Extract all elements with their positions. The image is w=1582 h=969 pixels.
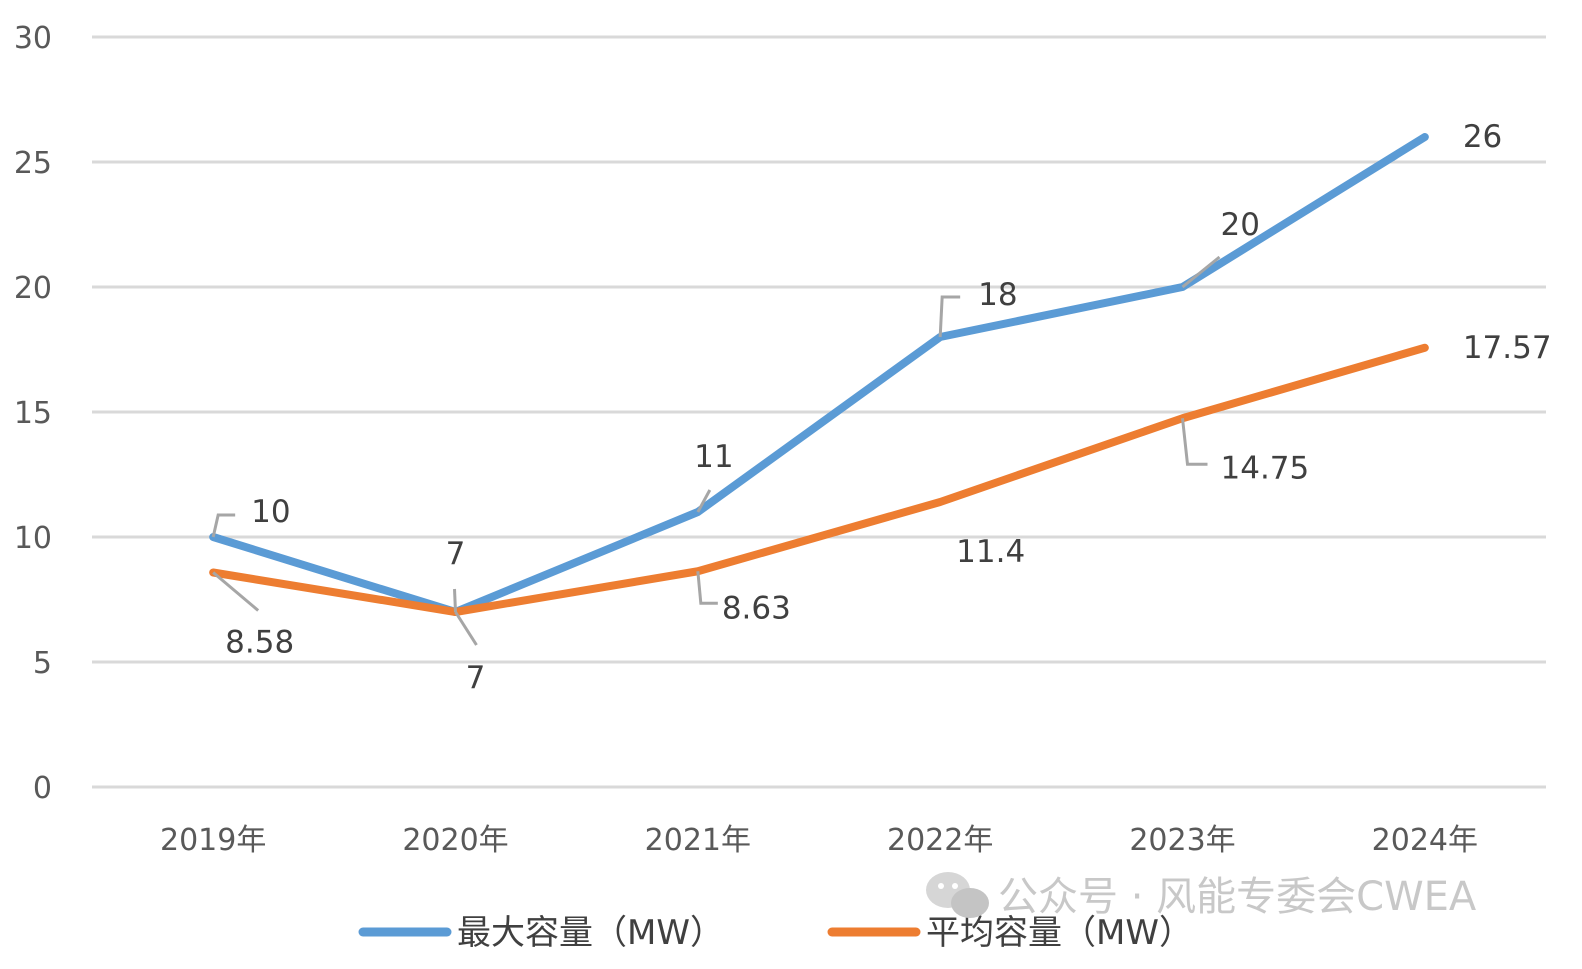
y-tick-label: 5 — [33, 646, 52, 681]
data-label: 8.58 — [225, 625, 294, 661]
data-label: 18 — [978, 277, 1017, 313]
leader-line — [454, 611, 478, 646]
watermark: 公众号 · 风能专委会CWEA — [926, 872, 1477, 920]
leader-line — [938, 295, 961, 338]
data-label: 14.75 — [1221, 450, 1310, 486]
data-label: 11 — [694, 439, 733, 475]
label-leader-lines — [211, 255, 1221, 646]
data-label: 10 — [251, 494, 290, 530]
y-axis-ticks: 0 5 10 15 20 25 30 — [14, 21, 52, 806]
y-tick-label: 10 — [14, 521, 52, 556]
y-tick-label: 20 — [14, 271, 52, 306]
x-tick-label: 2020年 — [402, 823, 508, 858]
x-tick-label: 2022年 — [887, 823, 993, 858]
data-point — [937, 499, 944, 505]
data-label: 20 — [1221, 207, 1260, 243]
data-point — [1421, 134, 1428, 140]
y-tick-label: 0 — [33, 771, 52, 806]
data-label: 7 — [466, 660, 486, 696]
leader-line — [1181, 255, 1221, 289]
watermark-text: 公众号 · 风能专委会CWEA — [998, 874, 1477, 920]
data-point — [1421, 344, 1428, 351]
data-label: 7 — [446, 536, 466, 572]
legend-label: 最大容量（MW） — [457, 913, 724, 953]
series-line-1 — [209, 343, 1429, 616]
data-labels: 10 7 11 18 20 26 8.58 7 8.63 11.4 14.75 17.57 — [225, 119, 1551, 696]
leader-line — [696, 571, 718, 605]
y-tick-label: 30 — [14, 21, 52, 56]
y-tick-label: 15 — [14, 396, 52, 431]
series-line-0 — [209, 133, 1429, 616]
x-tick-label: 2023年 — [1129, 823, 1235, 858]
data-label: 8.63 — [722, 590, 791, 626]
x-tick-label: 2019年 — [160, 823, 266, 858]
x-tick-label: 2021年 — [645, 823, 751, 858]
data-label: 17.57 — [1463, 330, 1552, 366]
x-tick-label: 2024年 — [1372, 823, 1478, 858]
legend-label: 平均容量（MW） — [926, 913, 1193, 953]
wechat-icon — [926, 872, 989, 918]
leader-line — [453, 588, 457, 613]
leader-line — [696, 489, 712, 513]
leader-line — [212, 571, 260, 612]
legend: 最大容量（MW） 平均容量（MW） — [358, 913, 1193, 953]
leader-line — [1181, 418, 1208, 466]
x-axis-ticks: 2019年 2020年 2021年 2022年 2023年 2024年 — [160, 823, 1478, 858]
gridlines — [92, 35, 1546, 789]
data-label: 11.4 — [956, 534, 1025, 570]
leader-line — [211, 513, 236, 538]
data-label: 26 — [1463, 119, 1502, 155]
y-tick-label: 25 — [14, 146, 52, 181]
